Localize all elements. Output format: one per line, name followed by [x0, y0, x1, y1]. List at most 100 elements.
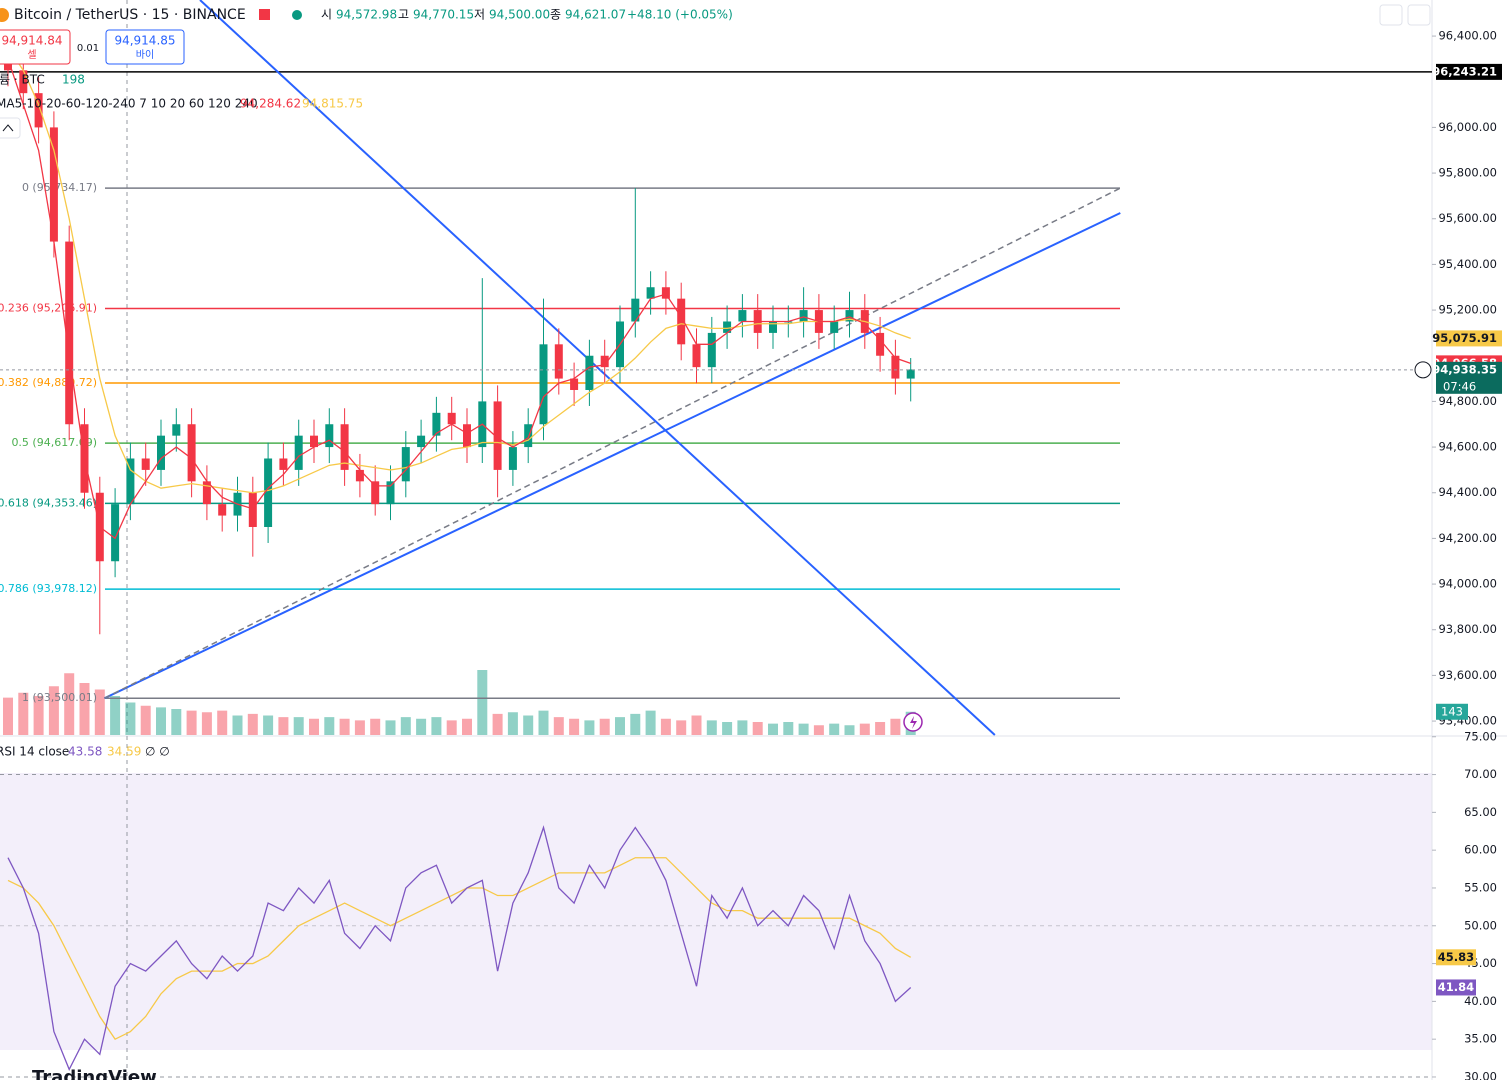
- volume-bar: [584, 720, 595, 735]
- candle-body: [401, 447, 410, 482]
- y-tick-label: 60.00: [1464, 843, 1497, 857]
- volume-bar: [217, 710, 228, 735]
- fib-label: 0.5 (94,617.09): [11, 436, 97, 449]
- market-status: [292, 10, 302, 20]
- volume-bar: [354, 720, 365, 735]
- volume-bar: [79, 683, 90, 735]
- candle-body: [218, 504, 227, 516]
- candle-body: [661, 287, 670, 299]
- candle-body: [508, 447, 517, 470]
- y-tick-label: 94,800.00: [1438, 394, 1497, 408]
- candle-body: [264, 458, 273, 527]
- fib-label: 1 (93,500.01): [22, 691, 97, 704]
- buy-button[interactable]: [105, 29, 185, 65]
- candle-body: [570, 378, 579, 390]
- y-tick-label: 96,400.00: [1438, 29, 1497, 43]
- volume-bar: [691, 715, 702, 735]
- candle-body: [799, 310, 808, 322]
- volume-bar: [492, 713, 503, 735]
- y-tick-label: 95,400.00: [1438, 257, 1497, 271]
- y-tick-label: 95,200.00: [1438, 303, 1497, 317]
- axis-tag-label: 95,075.91: [1432, 331, 1497, 345]
- volume-bar: [538, 710, 549, 735]
- y-tick-label: 94,400.00: [1438, 485, 1497, 499]
- rsi-value: 43.58: [68, 745, 102, 759]
- candle-body: [646, 287, 655, 299]
- buy-price: 94,914.85: [114, 34, 175, 48]
- scroll-button[interactable]: [1379, 4, 1403, 26]
- volume-bar: [722, 722, 733, 735]
- volume-legend: 볼륨 · BTC: [0, 73, 45, 87]
- candle-body: [463, 424, 471, 448]
- candle-body: [279, 458, 288, 470]
- volume-bar: [48, 686, 59, 735]
- volume-bar: [431, 717, 442, 735]
- volume-bar: [844, 725, 855, 735]
- moving-average: [7, 58, 911, 540]
- rsi-legend: RSI 14 close: [0, 745, 69, 759]
- rsi-band: [0, 773, 1432, 1050]
- candle-body: [355, 469, 364, 482]
- volume-bar: [630, 713, 641, 735]
- volume-bar: [125, 702, 136, 735]
- volume-bar: [798, 723, 809, 735]
- symbol: Bitcoin / TetherUS · 15 · BINANCE: [14, 7, 246, 23]
- overlay: Bitcoin / TetherUS · 15 · BINANCE 시 94,5…: [0, 4, 1431, 1080]
- candle-body: [65, 241, 74, 425]
- y-tick-label: 30.00: [1464, 1069, 1497, 1080]
- buy-label: 바이: [136, 49, 154, 61]
- candle-body: [34, 93, 43, 128]
- volume-bar: [446, 720, 457, 735]
- volume-bar: [875, 722, 886, 735]
- y-tick-label: 70.00: [1464, 767, 1497, 781]
- volume-bar: [293, 717, 304, 735]
- candle-body: [692, 344, 701, 368]
- candle-body: [111, 504, 120, 562]
- candle-body: [386, 481, 395, 505]
- y-tick-label: 93,800.00: [1438, 622, 1497, 636]
- y-tick-label: 95,600.00: [1438, 211, 1497, 225]
- volume-bar: [599, 718, 610, 735]
- candle-body: [677, 298, 686, 345]
- volume-bar: [385, 720, 396, 735]
- candle-body: [202, 481, 211, 505]
- axis-tag: [1436, 979, 1476, 996]
- maximize-button[interactable]: [1407, 4, 1431, 26]
- low-value: 94,500.00: [489, 8, 550, 22]
- volume-bar: [278, 717, 289, 735]
- high-label: 고: [398, 8, 409, 22]
- candle-body: [126, 458, 135, 505]
- y-tick-label: 55.00: [1464, 880, 1497, 894]
- close-label: 종: [550, 8, 561, 22]
- volume-bar: [829, 723, 840, 735]
- flag-button[interactable]: [259, 9, 270, 20]
- sell-button[interactable]: [0, 29, 71, 65]
- volume-bar: [737, 720, 748, 735]
- add-button[interactable]: [1414, 361, 1432, 379]
- fib-label: 0.786 (93,978.12): [0, 582, 97, 595]
- volume-bar: [752, 722, 763, 735]
- candle-body: [248, 492, 257, 527]
- candle-body: [769, 321, 777, 333]
- volume-bar: [813, 725, 824, 735]
- volume-bar: [370, 718, 381, 735]
- axis-tag-label: 94,938.35: [1432, 362, 1497, 376]
- y-tick-label: 75.00: [1464, 729, 1497, 743]
- volume-tag-label: 143: [1441, 704, 1463, 718]
- volume-bar: [18, 692, 29, 735]
- volume-bar: [507, 712, 518, 735]
- rsi-line: [7, 857, 912, 1041]
- fib-label: 0 (95,734.17): [22, 181, 97, 194]
- volume-bar: [156, 707, 166, 735]
- y-tick-label: 40.00: [1464, 994, 1497, 1008]
- symbol-icon: [0, 8, 9, 22]
- volume-bar: [523, 715, 534, 735]
- y-tick-label: 35.00: [1464, 1032, 1497, 1046]
- candle-body: [417, 435, 426, 448]
- fib-label: 0.382 (94,880.72): [0, 376, 97, 389]
- volume-bar: [569, 718, 580, 735]
- candle-body: [371, 481, 380, 505]
- volume-bar: [859, 723, 870, 735]
- candle-body: [49, 127, 58, 242]
- change-value: +48.10 (+0.05%): [627, 8, 733, 22]
